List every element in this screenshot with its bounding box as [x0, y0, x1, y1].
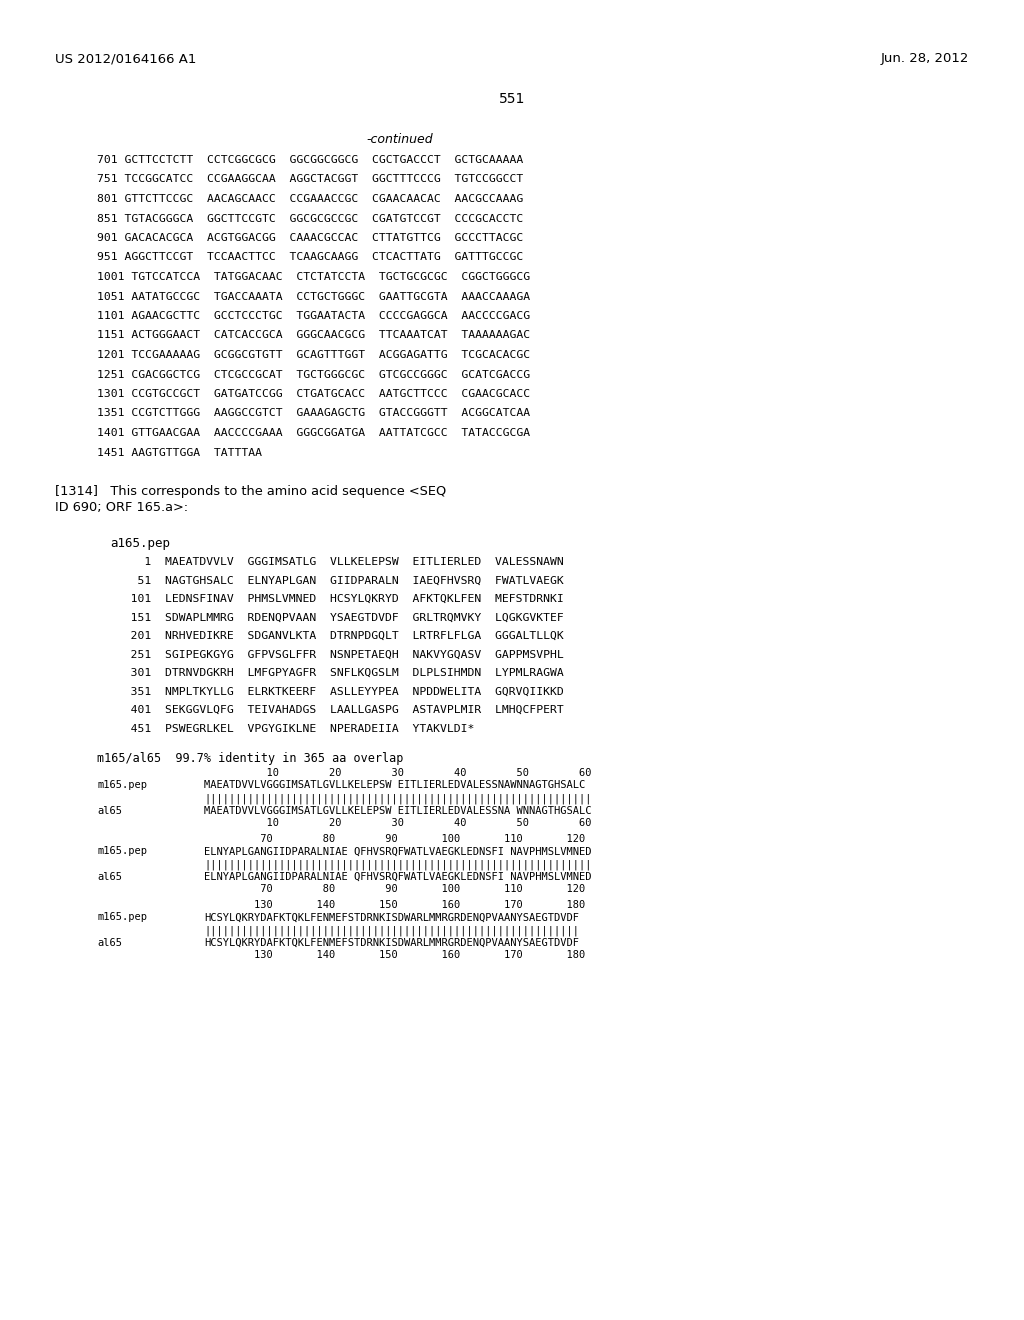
Text: 801 GTTCTTCCGC  AACAGCAACC  CCGAAACCGC  CGAACAACAC  AACGCCAAAG: 801 GTTCTTCCGC AACAGCAACC CCGAAACCGC CGA… [97, 194, 523, 205]
Text: al65: al65 [97, 937, 122, 948]
Text: ||||||||||||||||||||||||||||||||||||||||||||||||||||||||||||: ||||||||||||||||||||||||||||||||||||||||… [204, 925, 579, 936]
Text: 10        20        30        40        50        60: 10 20 30 40 50 60 [204, 768, 592, 777]
Text: 1201 TCCGAAAAAG  GCGGCGTGTT  GCAGTTTGGT  ACGGAGATTG  TCGCACACGC: 1201 TCCGAAAAAG GCGGCGTGTT GCAGTTTGGT AC… [97, 350, 530, 360]
Text: m165.pep: m165.pep [97, 846, 147, 857]
Text: 951 AGGCTTCCGT  TCCAACTTCC  TCAAGCAAGG  CTCACTTATG  GATTTGCCGC: 951 AGGCTTCCGT TCCAACTTCC TCAAGCAAGG CTC… [97, 252, 523, 263]
Text: 351  NMPLTKYLLG  ELRKTKEERF  ASLLEYYPEA  NPDDWELITA  GQRVQIIKKD: 351 NMPLTKYLLG ELRKTKEERF ASLLEYYPEA NPD… [110, 686, 564, 697]
Text: US 2012/0164166 A1: US 2012/0164166 A1 [55, 51, 197, 65]
Text: 701 GCTTCCTCTT  CCTCGGCGCG  GGCGGCGGCG  CGCTGACCCT  GCTGCAAAAA: 701 GCTTCCTCTT CCTCGGCGCG GGCGGCGGCG CGC… [97, 154, 523, 165]
Text: ||||||||||||||||||||||||||||||||||||||||||||||||||||||||||||||: ||||||||||||||||||||||||||||||||||||||||… [204, 793, 592, 804]
Text: [1314]   This corresponds to the amino acid sequence <SEQ: [1314] This corresponds to the amino aci… [55, 484, 446, 498]
Text: 1001 TGTCCATCCA  TATGGACAAC  CTCTATCCTA  TGCTGCGCGC  CGGCTGGGCG: 1001 TGTCCATCCA TATGGACAAC CTCTATCCTA TG… [97, 272, 530, 282]
Text: 1  MAEATDVVLV  GGGIMSATLG  VLLKELEPSW  EITLIERLED  VALESSNAWN: 1 MAEATDVVLV GGGIMSATLG VLLKELEPSW EITLI… [110, 557, 564, 568]
Text: MAEATDVVLVGGGIMSATLGVLLKELEPSW EITLIERLEDVALESSNA WNNAGTHGSALC: MAEATDVVLVGGGIMSATLGVLLKELEPSW EITLIERLE… [204, 805, 592, 816]
Text: 1451 AAGTGTTGGA  TATTTAA: 1451 AAGTGTTGGA TATTTAA [97, 447, 262, 458]
Text: a165.pep: a165.pep [110, 537, 170, 550]
Text: 1151 ACTGGGAACT  CATCACCGCA  GGGCAACGCG  TTCAAATCAT  TAAAAAAGAC: 1151 ACTGGGAACT CATCACCGCA GGGCAACGCG TT… [97, 330, 530, 341]
Text: HCSYLQKRYDAFKTQKLFENMEFSTDRNKISDWARLMMRGRDENQPVAANYSAEGTDVDF: HCSYLQKRYDAFKTQKLFENMEFSTDRNKISDWARLMMRG… [204, 937, 579, 948]
Text: 1101 AGAACGCTTC  GCCTCCCTGC  TGGAATACTA  CCCCGAGGCA  AACCCCGACG: 1101 AGAACGCTTC GCCTCCCTGC TGGAATACTA CC… [97, 312, 530, 321]
Text: 301  DTRNVDGKRH  LMFGPYAGFR  SNFLKQGSLM  DLPLSIHMDN  LYPMLRAGWA: 301 DTRNVDGKRH LMFGPYAGFR SNFLKQGSLM DLP… [110, 668, 564, 678]
Text: ID 690; ORF 165.a>:: ID 690; ORF 165.a>: [55, 502, 188, 513]
Text: ELNYAPLGANGIIDPARALNIAE QFHVSRQFWATLVAEGKLEDNSFI NAVPHMSLVMNED: ELNYAPLGANGIIDPARALNIAE QFHVSRQFWATLVAEG… [204, 871, 592, 882]
Text: 901 GACACACGCA  ACGTGGACGG  CAAACGCCAC  CTTATGTTCG  GCCCTTACGC: 901 GACACACGCA ACGTGGACGG CAAACGCCAC CTT… [97, 234, 523, 243]
Text: 10        20        30        40        50        60: 10 20 30 40 50 60 [204, 818, 592, 828]
Text: -continued: -continued [367, 133, 433, 147]
Text: 401  SEKGGVLQFG  TEIVAHADGS  LAALLGASPG  ASTAVPLMIR  LMHQCFPERT: 401 SEKGGVLQFG TEIVAHADGS LAALLGASPG AST… [110, 705, 564, 715]
Text: m165/al65  99.7% identity in 365 aa overlap: m165/al65 99.7% identity in 365 aa overl… [97, 752, 403, 766]
Text: ||||||||||||||||||||||||||||||||||||||||||||||||||||||||||||||: ||||||||||||||||||||||||||||||||||||||||… [204, 859, 592, 870]
Text: 1251 CGACGGCTCG  CTCGCCGCAT  TGCTGGGCGC  GTCGCCGGGC  GCATCGACCG: 1251 CGACGGCTCG CTCGCCGCAT TGCTGGGCGC GT… [97, 370, 530, 380]
Text: ELNYAPLGANGIIDPARALNIAE QFHVSRQFWATLVAEGKLEDNSFI NAVPHMSLVMNED: ELNYAPLGANGIIDPARALNIAE QFHVSRQFWATLVAEG… [204, 846, 592, 857]
Text: MAEATDVVLVGGGIMSATLGVLLKELEPSW EITLIERLEDVALESSNAWNNAGTGHSALC: MAEATDVVLVGGGIMSATLGVLLKELEPSW EITLIERLE… [204, 780, 586, 791]
Text: 101  LEDNSFINAV  PHMSLVMNED  HCSYLQKRYD  AFKTQKLFEN  MEFSTDRNKI: 101 LEDNSFINAV PHMSLVMNED HCSYLQKRYD AFK… [110, 594, 564, 605]
Text: 130       140       150       160       170       180: 130 140 150 160 170 180 [204, 950, 586, 960]
Text: Jun. 28, 2012: Jun. 28, 2012 [881, 51, 969, 65]
Text: al65: al65 [97, 871, 122, 882]
Text: m165.pep: m165.pep [97, 780, 147, 791]
Text: 51  NAGTGHSALC  ELNYAPLGAN  GIIDPARALN  IAEQFHVSRQ  FWATLVAEGK: 51 NAGTGHSALC ELNYAPLGAN GIIDPARALN IAEQ… [110, 576, 564, 586]
Text: 130       140       150       160       170       180: 130 140 150 160 170 180 [204, 900, 586, 909]
Text: 251  SGIPEGKGYG  GFPVSGLFFR  NSNPETAEQH  NAKVYGQASV  GAPPMSVPHL: 251 SGIPEGKGYG GFPVSGLFFR NSNPETAEQH NAK… [110, 649, 564, 660]
Text: al65: al65 [97, 805, 122, 816]
Text: 1401 GTTGAACGAA  AACCCCGAAA  GGGCGGATGA  AATTATCGCC  TATACCGCGA: 1401 GTTGAACGAA AACCCCGAAA GGGCGGATGA AA… [97, 428, 530, 438]
Text: 70        80        90       100       110       120: 70 80 90 100 110 120 [204, 884, 586, 894]
Text: 201  NRHVEDIKRE  SDGANVLKTA  DTRNPDGQLT  LRTRFLFLGA  GGGALTLLQK: 201 NRHVEDIKRE SDGANVLKTA DTRNPDGQLT LRT… [110, 631, 564, 642]
Text: 1301 CCGTGCCGCT  GATGATCCGG  CTGATGCACC  AATGCTTCCC  CGAACGCACC: 1301 CCGTGCCGCT GATGATCCGG CTGATGCACC AA… [97, 389, 530, 399]
Text: 751 TCCGGCATCC  CCGAAGGCAA  AGGCTACGGT  GGCTTTCCCG  TGTCCGGCCT: 751 TCCGGCATCC CCGAAGGCAA AGGCTACGGT GGC… [97, 174, 523, 185]
Text: m165.pep: m165.pep [97, 912, 147, 923]
Text: 151  SDWAPLMMRG  RDENQPVAAN  YSAEGTDVDF  GRLTRQMVKY  LQGKGVKTEF: 151 SDWAPLMMRG RDENQPVAAN YSAEGTDVDF GRL… [110, 612, 564, 623]
Text: 1051 AATATGCCGC  TGACCAAATA  CCTGCTGGGC  GAATTGCGTA  AAACCAAAGA: 1051 AATATGCCGC TGACCAAATA CCTGCTGGGC GA… [97, 292, 530, 301]
Text: 551: 551 [499, 92, 525, 106]
Text: 1351 CCGTCTTGGG  AAGGCCGTCT  GAAAGAGCTG  GTACCGGGTT  ACGGCATCAA: 1351 CCGTCTTGGG AAGGCCGTCT GAAAGAGCTG GT… [97, 408, 530, 418]
Text: HCSYLQKRYDAFKTQKLFENMEFSTDRNKISDWARLMMRGRDENQPVAANYSAEGTDVDF: HCSYLQKRYDAFKTQKLFENMEFSTDRNKISDWARLMMRG… [204, 912, 579, 923]
Text: 851 TGTACGGGCA  GGCTTCCGTC  GGCGCGCCGC  CGATGTCCGT  CCCGCACCTC: 851 TGTACGGGCA GGCTTCCGTC GGCGCGCCGC CGA… [97, 214, 523, 223]
Text: 451  PSWEGRLKEL  VPGYGIKLNE  NPERADEIIA  YTAKVLDI*: 451 PSWEGRLKEL VPGYGIKLNE NPERADEIIA YTA… [110, 723, 474, 734]
Text: 70        80        90       100       110       120: 70 80 90 100 110 120 [204, 834, 586, 843]
